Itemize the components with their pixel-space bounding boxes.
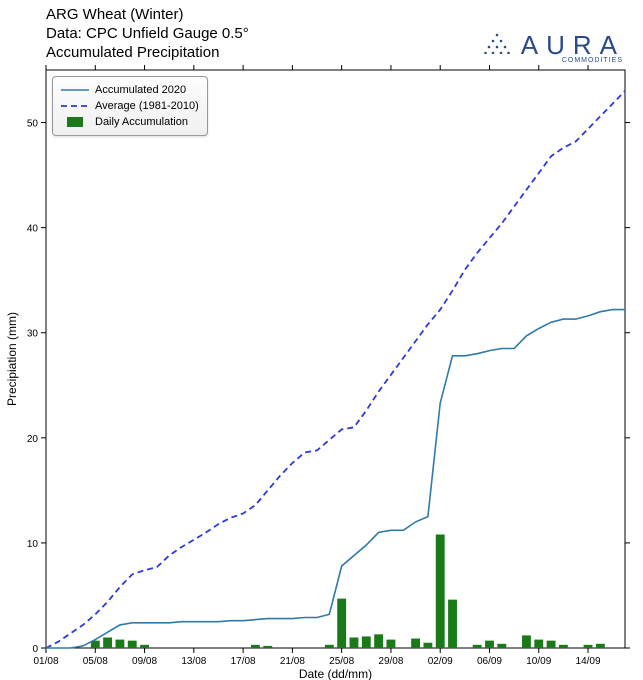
svg-text:10/09: 10/09 (526, 656, 551, 667)
svg-text:05/08: 05/08 (83, 656, 108, 667)
legend-row: Average (1981-2010) (61, 98, 199, 114)
svg-text:Precipiation (mm): Precipiation (mm) (5, 312, 19, 406)
svg-text:17/08: 17/08 (231, 656, 256, 667)
svg-text:0: 0 (32, 644, 38, 655)
svg-text:06/09: 06/09 (477, 656, 502, 667)
svg-text:02/09: 02/09 (428, 656, 453, 667)
legend-swatch (61, 100, 89, 112)
svg-text:40: 40 (27, 224, 39, 235)
svg-text:09/08: 09/08 (132, 656, 157, 667)
legend-label: Accumulated 2020 (95, 84, 186, 96)
legend-row: Daily Accumulation (61, 114, 199, 130)
svg-text:Date (dd/mm): Date (dd/mm) (299, 667, 372, 680)
svg-text:13/08: 13/08 (181, 656, 206, 667)
svg-text:21/08: 21/08 (280, 656, 305, 667)
chart-legend: Accumulated 2020 Average (1981-2010) Daily… (52, 76, 208, 136)
svg-text:20: 20 (27, 434, 39, 445)
svg-text:25/08: 25/08 (329, 656, 354, 667)
svg-text:50: 50 (27, 119, 39, 130)
legend-label: Daily Accumulation (95, 116, 188, 128)
legend-label: Average (1981-2010) (95, 100, 199, 112)
svg-text:10: 10 (27, 539, 39, 550)
svg-text:30: 30 (27, 329, 39, 340)
legend-swatch (61, 116, 89, 128)
legend-swatch (61, 84, 89, 96)
svg-text:01/08: 01/08 (33, 656, 58, 667)
svg-text:29/08: 29/08 (378, 656, 403, 667)
legend-row: Accumulated 2020 (61, 82, 199, 98)
svg-text:14/09: 14/09 (576, 656, 601, 667)
